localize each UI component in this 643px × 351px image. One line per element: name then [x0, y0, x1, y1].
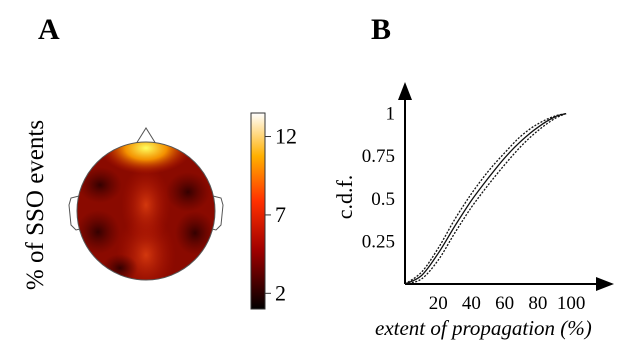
cdf-series-line-solid [404, 112, 567, 285]
cdf-series-line-dotted [404, 112, 567, 285]
head-nose [135, 127, 157, 145]
cdf-plot: 0.25 0.5 0.75 1 20 40 60 80 100 c.d.f. extent o… [332, 82, 614, 340]
cdf-x-tick-label: 80 [528, 293, 547, 314]
colorbar-fill [250, 112, 266, 310]
cdf-x-tick-label: 40 [462, 293, 481, 314]
colorbar-ticks: 12 7 2 [265, 124, 297, 305]
cdf-y-ticks: 0.25 0.5 0.75 1 [362, 104, 395, 253]
topomap-field [77, 142, 215, 280]
colorbar-tick-label: 12 [275, 124, 297, 149]
cdf-ylabel: c.d.f. [332, 175, 357, 220]
cdf-lines [404, 112, 567, 285]
cdf-y-tick-label: 0.5 [371, 189, 395, 210]
topomap [68, 127, 224, 281]
cdf-x-tick-label: 60 [495, 293, 514, 314]
cdf-x-ticks: 20 40 60 80 100 [429, 293, 586, 314]
cdf-y-tick-label: 0.25 [362, 231, 395, 252]
panel-label-b: B [371, 13, 392, 46]
x-axis-arrow [596, 277, 614, 291]
cdf-xlabel: extent of propagation (%) [375, 316, 592, 340]
cdf-series-line-dotted [404, 113, 567, 285]
colorbar-tick-label: 2 [275, 280, 286, 305]
colorbar: 12 7 2 [250, 112, 297, 310]
panel-label-a: A [38, 13, 60, 46]
cdf-y-tick-label: 1 [386, 104, 396, 125]
y-axis-arrow [398, 82, 412, 100]
cdf-y-tick-label: 0.75 [362, 146, 395, 167]
cdf-x-tick-label: 100 [557, 293, 586, 314]
colorbar-tick-label: 7 [275, 202, 286, 227]
head-outline [76, 141, 216, 281]
cdf-x-tick-label: 20 [429, 293, 448, 314]
